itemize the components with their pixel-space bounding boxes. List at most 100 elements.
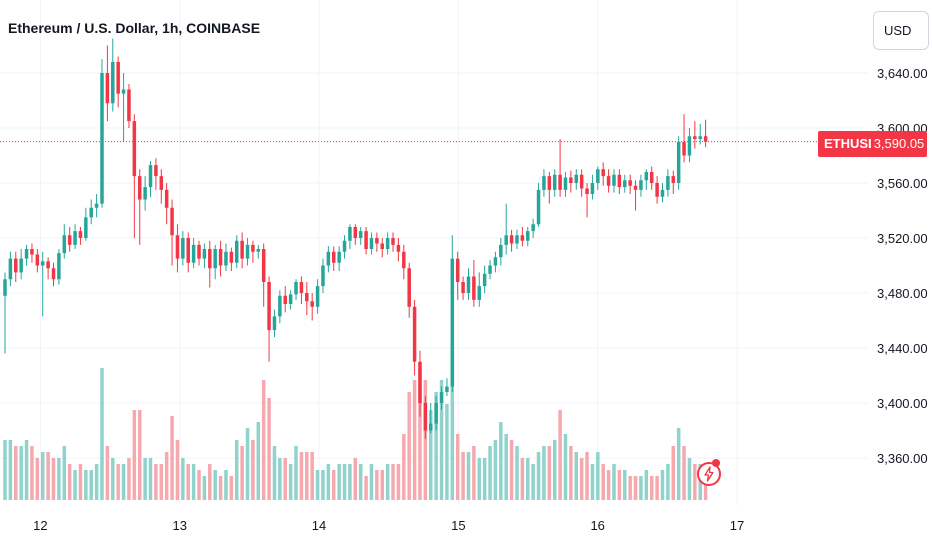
volume-bar (8, 440, 13, 500)
candle-body (563, 177, 568, 190)
candle-body (288, 294, 293, 304)
volume-bar (445, 404, 449, 500)
volume-bar (666, 464, 670, 500)
y-tick-label: 3,400.00 (877, 396, 928, 411)
candle-body (380, 243, 385, 249)
candle-body (391, 238, 395, 245)
volume-bar (472, 446, 476, 500)
candle-body (585, 188, 589, 194)
volume-bar (633, 476, 638, 500)
candle-body (89, 207, 93, 218)
candle-body (515, 235, 519, 244)
volume-bar (19, 446, 23, 500)
volume-bar (100, 368, 104, 500)
candle-body (121, 89, 126, 94)
candle-body (213, 249, 217, 269)
candle-body (353, 227, 358, 238)
volume-bar (703, 476, 708, 500)
volume-bar (429, 410, 433, 500)
volume-bar (105, 446, 110, 500)
volume-bar (337, 464, 341, 500)
volume-bar (536, 452, 541, 500)
candle-body (326, 251, 331, 266)
candle-body (445, 386, 449, 392)
volume-bar (315, 470, 320, 500)
candle-body (703, 136, 708, 142)
volume-bar (590, 464, 595, 500)
candle-body (175, 235, 180, 259)
volume-bar (660, 470, 665, 500)
volume-bar (358, 464, 363, 500)
candle-body (224, 251, 228, 266)
candle-body (272, 316, 277, 331)
volume-bar (24, 440, 29, 500)
volume-bar (412, 380, 417, 500)
candle-body (73, 231, 77, 245)
volume-bar (299, 452, 304, 500)
candle-body (531, 224, 535, 232)
candle-body (331, 251, 336, 263)
volume-bar (116, 464, 120, 500)
volume-bar (364, 476, 368, 500)
volume-bar (132, 410, 137, 500)
candle-body (450, 258, 455, 387)
volume-bar (213, 470, 217, 500)
currency-button[interactable]: USD (873, 11, 929, 50)
candle-body (84, 217, 88, 238)
volume-bar (563, 434, 568, 500)
candle-body (342, 240, 347, 252)
y-tick-label: 3,360.00 (877, 451, 928, 466)
volume-bar (644, 470, 649, 500)
time-axis[interactable]: 12 13 14 15 16 17 (33, 518, 744, 533)
volume-bar (639, 476, 643, 500)
candle-body (78, 231, 83, 238)
y-tick-label: 3,640.00 (877, 66, 928, 81)
candle-body (439, 392, 444, 403)
candle-body (143, 187, 147, 200)
candle-body (596, 169, 600, 183)
volume-bar (73, 470, 77, 500)
candle-body (35, 254, 40, 266)
candle-body (202, 249, 207, 259)
candle-body (434, 403, 438, 424)
candlesticks (3, 38, 708, 439)
volume-bar (234, 440, 239, 500)
volume-bar (288, 464, 293, 500)
candle-body (57, 253, 61, 280)
chart-title: Ethereum / U.S. Dollar, 1h, COINBASE (8, 20, 261, 36)
volume-bar (380, 470, 385, 500)
volume-bar (143, 458, 147, 500)
volume-bar (531, 464, 535, 500)
volume-bar (305, 452, 309, 500)
volume-bar (218, 476, 223, 500)
x-tick-label: 15 (451, 518, 465, 533)
candle-body (229, 251, 234, 263)
volume-bar (369, 464, 374, 500)
volume-bar (434, 392, 438, 500)
volume-bar (89, 470, 93, 500)
candle-body (649, 172, 654, 183)
volume-bar (574, 452, 579, 500)
candle-body (671, 176, 676, 183)
candle-body (278, 295, 282, 317)
volume-bar (515, 446, 519, 500)
price-axis[interactable]: 3,360.00 3,400.00 3,440.00 3,480.00 3,520.00… (877, 66, 928, 466)
volume-bar (240, 446, 244, 500)
volume-bar (499, 422, 503, 500)
candle-body (358, 231, 363, 238)
volume-bar (676, 428, 681, 500)
candle-body (682, 141, 686, 156)
candle-body (412, 306, 417, 362)
volume-bar (439, 380, 444, 500)
candle-body (660, 189, 665, 197)
notification-dot (712, 459, 720, 467)
candle-body (181, 238, 185, 259)
candle-body (14, 258, 18, 273)
candle-body (698, 136, 702, 139)
volume-bar (62, 446, 67, 500)
volume-bar (35, 458, 40, 500)
grid (0, 0, 868, 505)
candle-body (191, 244, 196, 263)
candle-body (245, 244, 250, 259)
